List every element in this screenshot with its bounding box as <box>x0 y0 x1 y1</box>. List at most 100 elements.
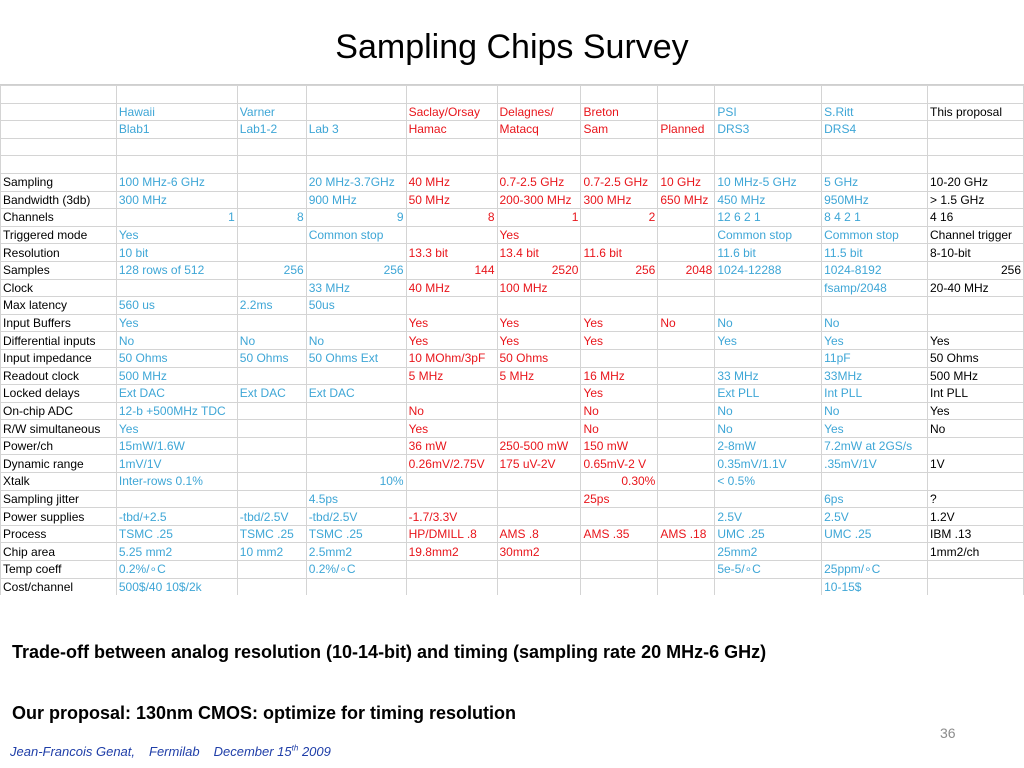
table-cell: 11.6 bit <box>714 243 823 262</box>
table-cell <box>821 137 928 157</box>
table-cell: ? <box>926 489 1024 509</box>
table-cell: 50 Ohms <box>115 348 238 368</box>
table-cell: This proposal <box>926 102 1024 122</box>
table-cell: Yes <box>115 225 238 245</box>
table-cell: 0.2%/∘C <box>115 560 238 579</box>
table-cell: Planned <box>657 120 716 139</box>
table-cell: 10 mm2 <box>236 542 307 562</box>
footer: Jean-Francois Genat, Fermilab December 15t… <box>10 744 345 759</box>
table-cell <box>657 472 716 491</box>
table-cell: 0.7-2.5 GHz <box>496 172 582 192</box>
table-cell: 50 Ohms <box>236 348 307 368</box>
table-cell: DRS3 <box>714 120 823 139</box>
table-cell: 10 bit <box>115 243 238 262</box>
table-cell <box>405 489 498 509</box>
table-cell <box>236 419 307 438</box>
proposal-caption: Our proposal: 130nm CMOS: optimize for t… <box>12 703 517 723</box>
table-cell: 175 uV-2V <box>496 454 582 474</box>
table-cell <box>657 243 716 262</box>
table-cell <box>657 102 716 122</box>
table-cell <box>580 560 659 579</box>
table-cell: 30mm2 <box>496 542 582 562</box>
table-cell: 100 MHz-6 GHz <box>115 172 238 192</box>
row-label <box>0 120 117 139</box>
table-cell: TSMC .25 <box>305 524 407 544</box>
table-cell <box>714 137 823 157</box>
table-cell: TSMC .25 <box>115 524 238 544</box>
table-row: Input Buffers Yes Yes Yes Yes No No No <box>0 313 1024 333</box>
table-cell: -tbd/2.5V <box>305 507 407 526</box>
table-cell <box>657 577 716 595</box>
table-cell <box>236 454 307 474</box>
table-cell: 36 mW <box>405 436 498 456</box>
table-cell <box>496 419 582 438</box>
table-cell: Yes <box>496 313 582 333</box>
table-cell: 12 6 2 1 <box>714 208 823 227</box>
table-cell: Lab1-2 <box>236 120 307 139</box>
table-cell: 0.30% <box>580 472 659 491</box>
table-cell <box>657 454 716 474</box>
table-cell: 1V <box>926 454 1024 474</box>
table-cell: 50 Ohms <box>926 348 1024 368</box>
table-cell <box>657 436 716 456</box>
table-cell <box>115 155 238 174</box>
table-row: Sampling jitter 4.5ps 25ps 6ps? <box>0 489 1024 509</box>
table-cell <box>714 296 823 315</box>
table-cell: 1 <box>496 208 582 227</box>
table-cell: 256 <box>580 260 659 280</box>
table-cell <box>580 348 659 368</box>
table-row: Max latency 560 us 2.2ms 50us <box>0 296 1024 315</box>
table-cell <box>305 401 407 421</box>
table-cell <box>496 137 582 157</box>
page-number: 36 <box>940 725 956 741</box>
table-cell <box>236 577 307 595</box>
table-cell: No <box>821 313 928 333</box>
table-cell <box>714 577 823 595</box>
table-cell: 25mm2 <box>714 542 823 562</box>
table-row <box>0 85 1024 104</box>
table-cell: 150 mW <box>580 436 659 456</box>
table-cell <box>405 296 498 315</box>
table-row: Clock 33 MHz 40 MHz 100 MHz fsamp/2048 20-40 … <box>0 278 1024 298</box>
table-row: Locked delays Ext DAC Ext DAC Ext DAC Yes Ext… <box>0 384 1024 403</box>
table-cell: 50 MHz <box>405 190 498 210</box>
table-cell: 5 GHz <box>821 172 928 192</box>
table-cell: 8-10-bit <box>926 243 1024 262</box>
table-cell <box>926 313 1024 333</box>
table-cell <box>496 560 582 579</box>
row-label <box>0 155 117 174</box>
table-cell: 1 <box>115 208 238 227</box>
table-cell <box>305 419 407 438</box>
table-cell: S.Ritt <box>821 102 928 122</box>
table-cell: 11.6 bit <box>580 243 659 262</box>
table-cell <box>405 384 498 403</box>
table-cell: No <box>714 313 823 333</box>
table-row: Process TSMC .25 TSMC .25 TSMC .25 HP/DMILL … <box>0 524 1024 544</box>
table-cell: 8 <box>405 208 498 227</box>
table-cell: 40 MHz <box>405 278 498 298</box>
table-cell: Yes <box>405 419 498 438</box>
table-cell: Breton <box>580 102 659 122</box>
table-cell: 100 MHz <box>496 278 582 298</box>
table-cell: Ext DAC <box>236 384 307 403</box>
row-label: Power/ch <box>0 436 117 456</box>
table-cell: 12-b +500MHz TDC <box>115 401 238 421</box>
row-label: Triggered mode <box>0 225 117 245</box>
table-cell <box>926 560 1024 579</box>
table-cell <box>115 85 238 104</box>
table-cell: No <box>580 401 659 421</box>
table-row: R/W simultaneous Yes Yes No No Yes No <box>0 419 1024 438</box>
table-cell: 33 MHz <box>305 278 407 298</box>
table-cell: 500 MHz <box>926 366 1024 386</box>
table-cell: 2-8mW <box>714 436 823 456</box>
table-cell: 1024-12288 <box>714 260 823 280</box>
table-cell <box>657 542 716 562</box>
table-cell: No <box>305 331 407 350</box>
row-label: Samples <box>0 260 117 280</box>
table-cell: 500 MHz <box>115 366 238 386</box>
table-cell <box>580 507 659 526</box>
table-cell: 256 <box>236 260 307 280</box>
row-label: Resolution <box>0 243 117 262</box>
row-label: Readout clock <box>0 366 117 386</box>
table-cell <box>657 507 716 526</box>
